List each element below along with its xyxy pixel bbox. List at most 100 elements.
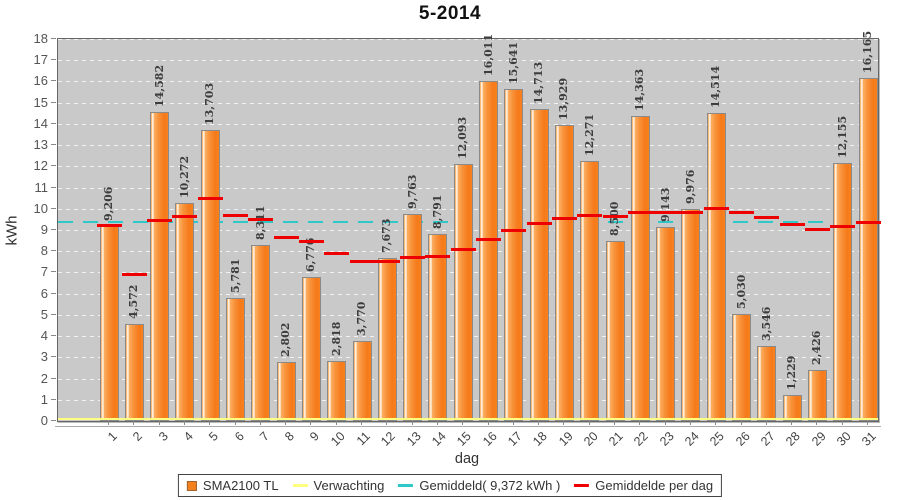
x-tick: [588, 421, 590, 425]
y-tick-label: 2: [40, 370, 48, 386]
bar-value-label: 16,011: [481, 34, 495, 77]
running-average-segment: [425, 254, 451, 258]
running-average-segment: [400, 256, 426, 260]
legend: SMA2100 TL Verwachting Gemiddeld( 9,372 kW…: [177, 474, 723, 497]
bar-day-16: [479, 81, 498, 421]
x-tick-label: 18: [530, 429, 551, 449]
bar-day-29: [807, 369, 827, 421]
y-tick-label: 13: [33, 137, 48, 153]
x-tick: [234, 421, 236, 425]
bar-value-label: 13,703: [203, 83, 217, 126]
x-axis-title: dag: [454, 451, 480, 467]
bar-value-label: 3,770: [355, 301, 368, 336]
bar-value-label: 14,582: [152, 64, 166, 107]
y-tick-label: 15: [33, 94, 48, 110]
verwachting-line: [58, 418, 878, 420]
bar-day-1: [99, 225, 119, 421]
x-tick: [259, 421, 261, 425]
x-tick-label: 2: [130, 429, 146, 444]
bar-day-7: [251, 244, 271, 421]
y-tick-label: 8: [40, 243, 48, 259]
bar-value-label: 16,165: [861, 30, 874, 73]
y-tick-label: 3: [40, 349, 48, 365]
running-average-segment: [374, 259, 400, 263]
bar-day-18: [529, 108, 549, 421]
y-tick-label: 5: [40, 306, 48, 322]
running-average-segment: [501, 229, 527, 233]
y-tick-label: 6: [40, 285, 48, 301]
bar-day-12: [377, 258, 397, 421]
bar-value-label: 3,546: [759, 306, 773, 341]
running-average-segment: [476, 237, 501, 241]
legend-label: SMA2100 TL: [202, 478, 279, 493]
x-tick: [386, 421, 388, 425]
x-tick-label: 6: [231, 429, 247, 444]
running-average-segment: [830, 225, 856, 229]
bar-day-21: [605, 240, 625, 421]
gridline: [58, 60, 878, 62]
legend-item: Gemiddelde per dag: [574, 478, 713, 493]
y-tick: [51, 59, 56, 61]
x-tick: [867, 421, 868, 425]
running-average-segment: [324, 252, 350, 256]
bar-day-24: [681, 209, 701, 421]
running-average-segment: [172, 214, 198, 218]
bar-day-14: [428, 234, 448, 421]
bar-value-label: 12,093: [456, 117, 470, 160]
running-average-segment: [804, 227, 830, 231]
bar-day-13: [403, 213, 423, 421]
x-tick: [841, 421, 843, 425]
x-tick: [209, 421, 211, 425]
bar-value-label: 8,500: [608, 201, 621, 236]
y-tick-label: 0: [40, 413, 48, 428]
bar-day-19: [554, 125, 574, 421]
y-tick: [51, 271, 56, 273]
x-tick: [335, 421, 337, 425]
y-tick-label: 12: [33, 158, 48, 174]
running-average-segment: [627, 210, 653, 214]
running-average-segment: [754, 216, 780, 220]
x-tick-label: 19: [555, 429, 576, 449]
y-tick: [51, 420, 56, 421]
bar-day-31: [858, 77, 878, 421]
y-tick: [51, 38, 56, 39]
x-tick: [285, 421, 287, 425]
bar-day-30: [833, 163, 853, 421]
x-tick: [462, 421, 464, 425]
running-average-segment: [147, 218, 173, 222]
bar-day-11: [352, 341, 372, 421]
x-tick-label: 14: [429, 429, 449, 449]
y-tick-label: 1: [40, 391, 48, 407]
bar-value-label: 5,030: [734, 274, 748, 310]
bar-value-label: 2,818: [329, 321, 343, 357]
y-tick-label: 17: [33, 52, 48, 68]
x-tick-label: 22: [631, 429, 652, 449]
y-tick-label: 14: [33, 115, 48, 131]
x-tick: [310, 421, 312, 425]
x-tick-label: 8: [282, 429, 298, 444]
running-average-segment: [96, 224, 122, 228]
x-tick: [765, 421, 767, 425]
y-tick: [51, 122, 56, 124]
running-average-segment: [653, 211, 679, 215]
y-tick-label: 10: [33, 200, 48, 216]
bar-day-28: [782, 394, 802, 421]
bar-day-23: [656, 226, 676, 421]
x-tick: [538, 421, 540, 425]
x-tick-label: 21: [606, 429, 626, 449]
gridline: [58, 123, 878, 125]
x-tick-label: 17: [504, 429, 525, 449]
y-tick: [51, 250, 56, 252]
bar-day-26: [732, 314, 751, 421]
x-tick-label: 11: [353, 429, 373, 449]
running-average-segment: [349, 260, 375, 264]
legend-label: Verwachting: [313, 478, 385, 493]
running-average-segment: [526, 222, 552, 226]
y-tick-label: 7: [40, 264, 48, 280]
running-average-segment: [248, 218, 274, 222]
gridline: [58, 81, 878, 83]
y-tick-label: 4: [40, 328, 48, 344]
running-average-segment: [855, 220, 881, 224]
chart-title: 5-2014: [418, 3, 482, 24]
